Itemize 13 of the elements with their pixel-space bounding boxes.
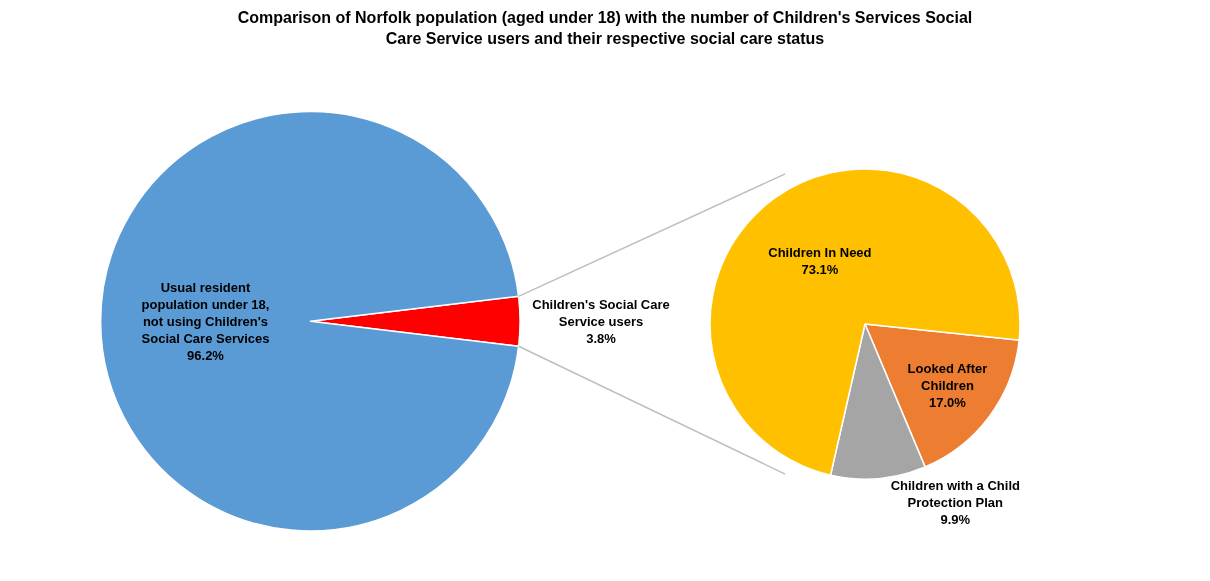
data-label: 17.0% (929, 394, 967, 410)
slice-label: Usual resident population under 18, not using Children's Social Care Services (141, 279, 270, 346)
slice-label: Children with a Child Protection Plan (890, 478, 1020, 511)
pie-slice (100, 110, 520, 532)
slice-label: Children In Need (768, 245, 872, 261)
data-label: 96.2% (187, 347, 225, 363)
data-label: 9.9% (940, 512, 971, 528)
data-label: 73.1% (801, 261, 839, 277)
slice-label: Children's Social Care Service users (532, 296, 670, 329)
pie-slice (709, 168, 1021, 476)
slice-label: Looked After Children (907, 360, 988, 393)
data-label: 3.8% (586, 330, 617, 346)
chart-title: Comparison of Norfolk population (aged under 18) with the number of Children's Services Social Care Service users and their respective social care status (237, 9, 973, 48)
